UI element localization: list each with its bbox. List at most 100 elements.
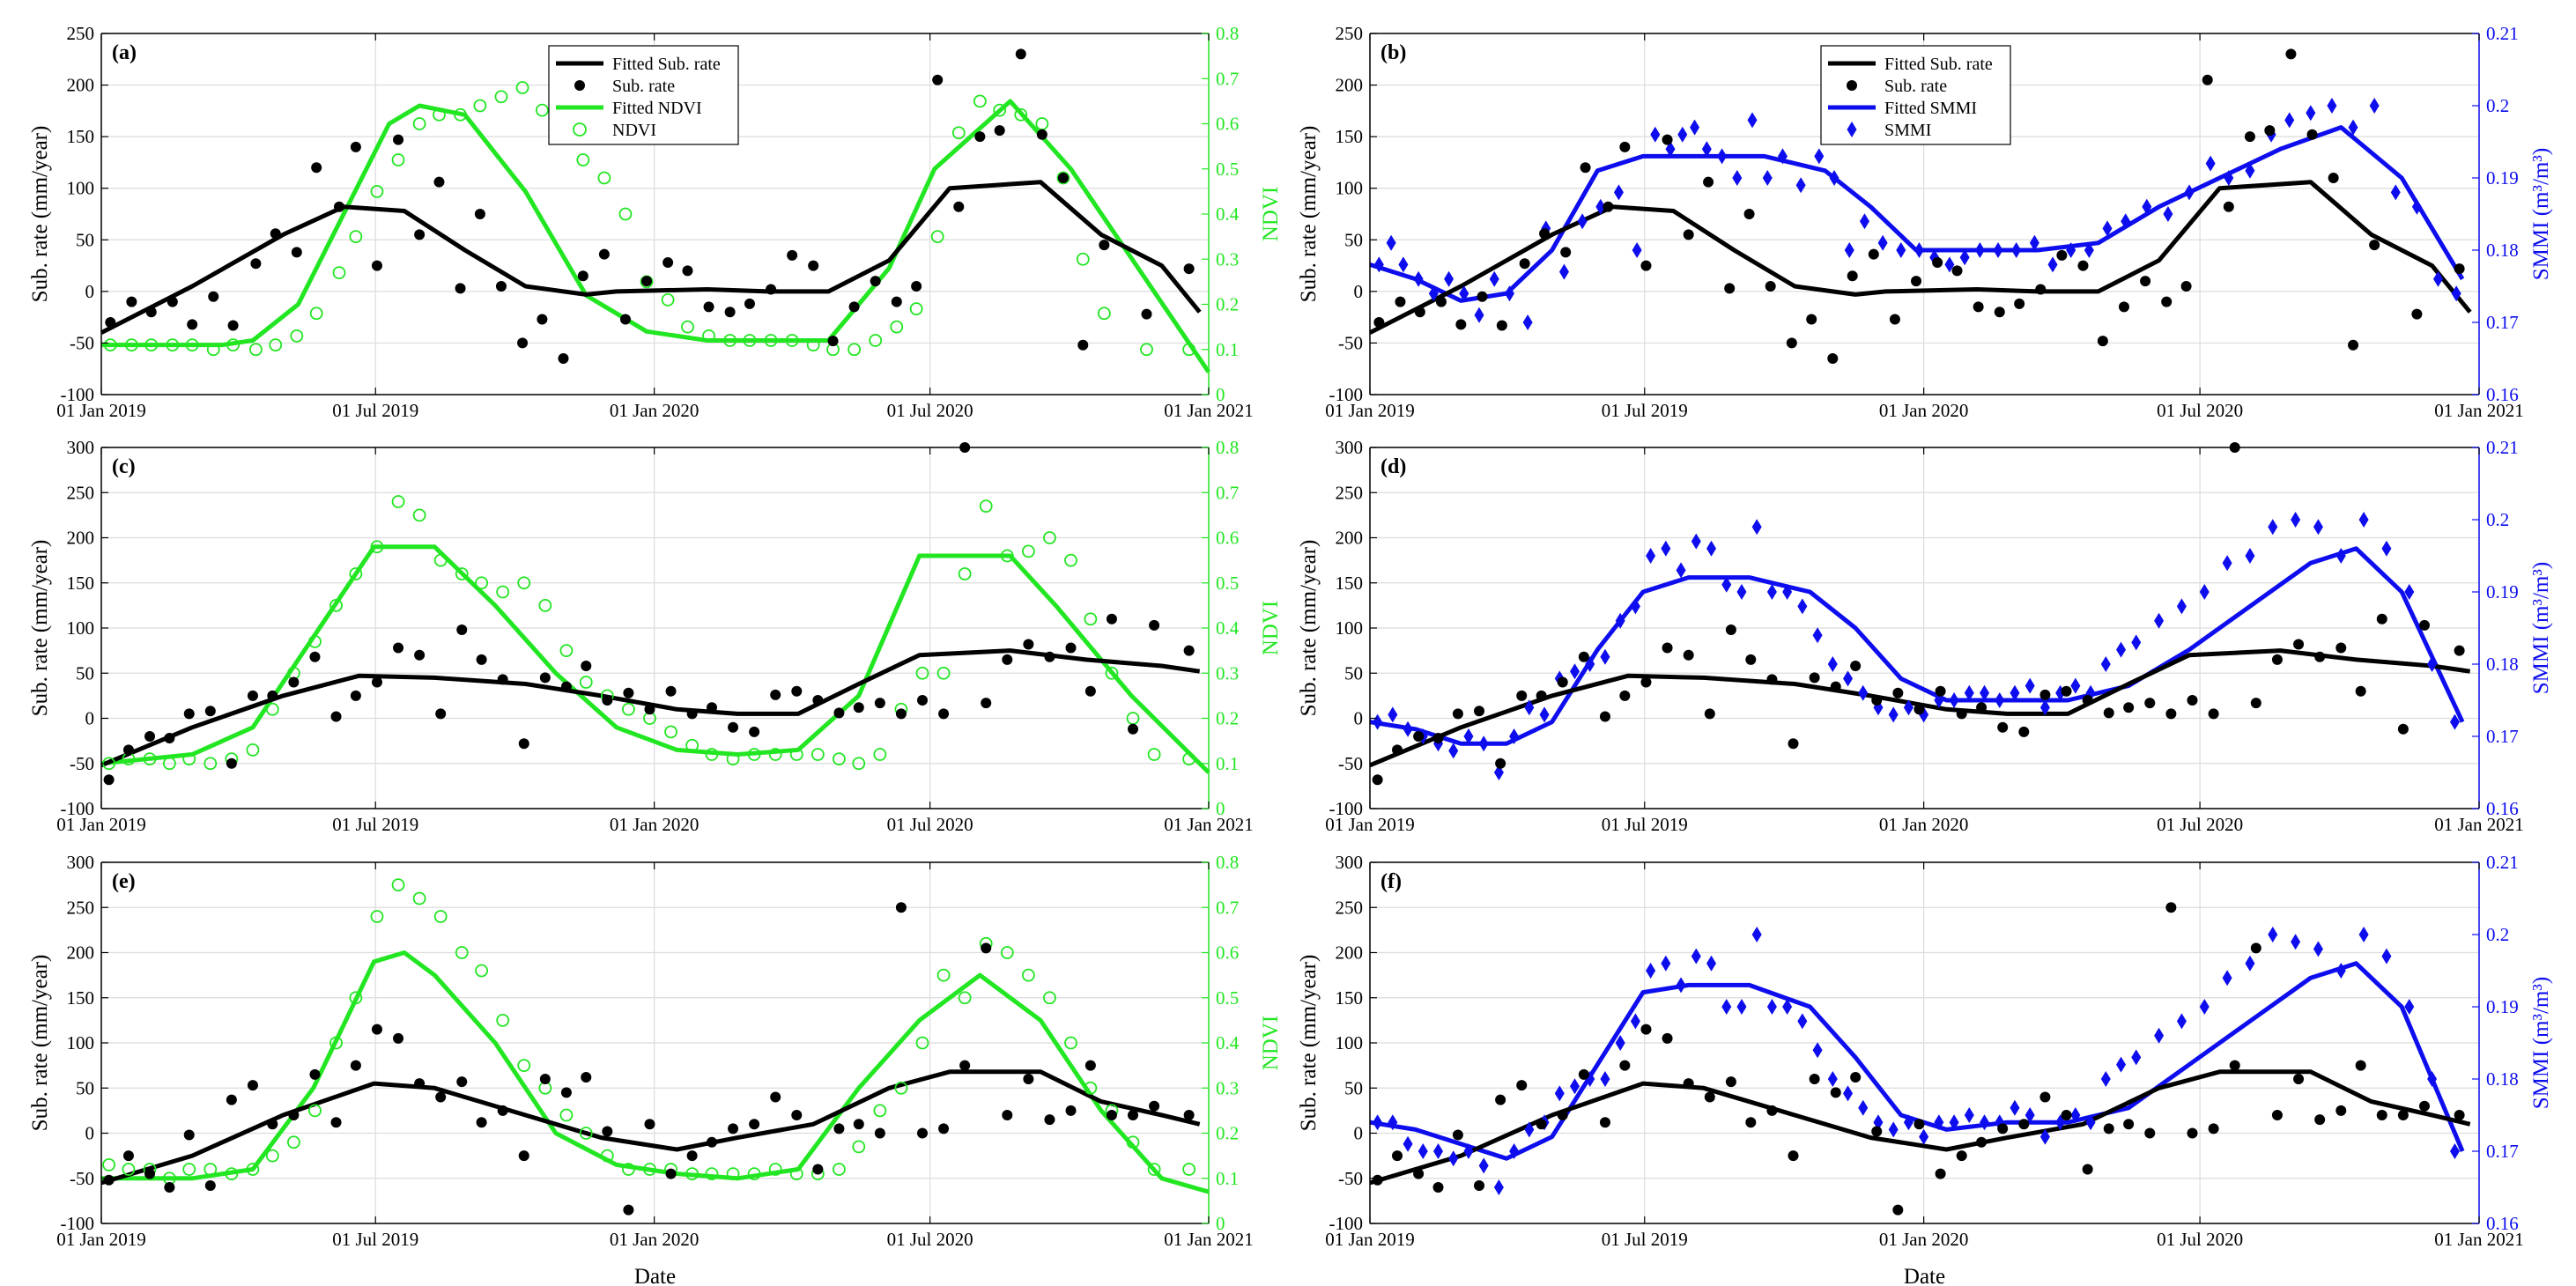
sub-rate-point bbox=[2144, 698, 2156, 709]
ndvi-point bbox=[726, 1167, 740, 1181]
y-tick-label-right: 0.3 bbox=[1216, 248, 1239, 270]
ndvi-point bbox=[1105, 666, 1119, 680]
ndvi-point bbox=[958, 991, 972, 1005]
y-tick-label-right: 0.3 bbox=[1216, 1077, 1239, 1098]
smmi-point bbox=[2245, 162, 2255, 179]
sub-rate-point bbox=[917, 695, 929, 706]
y-tick-label-left: 100 bbox=[67, 1032, 95, 1053]
smmi-point bbox=[1903, 699, 1913, 716]
y-tick-label-left: 250 bbox=[67, 897, 95, 918]
smmi-point bbox=[1995, 692, 2005, 708]
y-tick-label-right: 0.17 bbox=[2486, 1141, 2519, 1162]
y-tick-label-right: 0.16 bbox=[2486, 798, 2519, 819]
smmi-point bbox=[2381, 948, 2392, 964]
sub-rate-point bbox=[1141, 308, 1152, 320]
sub-rate-point bbox=[974, 131, 986, 143]
smmi-point bbox=[2451, 285, 2461, 302]
smmi-point bbox=[1478, 1157, 1489, 1174]
ndvi-point bbox=[768, 1163, 782, 1176]
ndvi-point bbox=[973, 94, 987, 108]
smmi-point bbox=[1766, 999, 1777, 1015]
sub-rate-point bbox=[2161, 296, 2173, 307]
smmi-point bbox=[1980, 684, 1990, 701]
smmi-point bbox=[1827, 656, 1838, 672]
sub-rate-point bbox=[1766, 674, 1778, 685]
smmi-point bbox=[1888, 1121, 1899, 1138]
ndvi-point bbox=[1147, 748, 1161, 761]
smmi-point bbox=[2411, 198, 2422, 215]
sub-rate-point bbox=[1683, 229, 1694, 240]
ndvi-point bbox=[705, 748, 719, 761]
sub-rate-point bbox=[917, 1127, 929, 1139]
sub-rate-point bbox=[2208, 1123, 2219, 1134]
sub-rate-point bbox=[103, 774, 115, 786]
ndvi-point bbox=[951, 126, 966, 140]
sub-rate-point bbox=[1603, 201, 1614, 212]
sub-rate-point bbox=[309, 651, 321, 662]
y-tick-label-left: -100 bbox=[61, 384, 95, 405]
smmi-point bbox=[2116, 641, 2127, 658]
y-tick-label-left: 150 bbox=[1336, 987, 1364, 1009]
sub-rate-point bbox=[938, 708, 950, 720]
sub-rate-point bbox=[981, 942, 992, 954]
smmi-point bbox=[2011, 242, 2022, 258]
sub-rate-point bbox=[1935, 685, 1946, 697]
ndvi-point bbox=[391, 153, 405, 166]
ndvi-point bbox=[246, 743, 260, 757]
x-tick-label: 01 Jan 2019 bbox=[56, 400, 146, 421]
ndvi-point bbox=[265, 1149, 279, 1163]
y-tick-label-left: 100 bbox=[1336, 617, 1364, 639]
sub-rate-point bbox=[1372, 774, 1383, 786]
y-axis-label-left: Sub. rate (mm/year) bbox=[28, 955, 52, 1132]
y-tick-label-left: -50 bbox=[70, 753, 94, 774]
smmi-point bbox=[2100, 1071, 2111, 1087]
smmi-point bbox=[2291, 934, 2301, 950]
y-tick-label-right: 0.2 bbox=[2486, 924, 2509, 945]
ndvi-point bbox=[848, 343, 862, 357]
sub-rate-point bbox=[2285, 48, 2297, 60]
ndvi-point bbox=[535, 103, 549, 117]
sub-rate-point bbox=[870, 276, 881, 287]
sub-rate-point bbox=[2293, 1074, 2305, 1084]
smmi-point bbox=[2222, 555, 2232, 572]
panel-label: (f) bbox=[1381, 870, 1402, 893]
sub-rate-point bbox=[1830, 681, 1841, 692]
sub-rate-point bbox=[1580, 162, 1591, 174]
x-tick-label: 01 Jan 2020 bbox=[610, 814, 700, 835]
y-tick-label-right: 0.16 bbox=[2486, 384, 2519, 405]
sub-rate-point bbox=[208, 291, 219, 302]
y-tick-label-right: 0.2 bbox=[2486, 509, 2509, 530]
smmi-point bbox=[1676, 562, 1686, 579]
sub-rate-point bbox=[2418, 619, 2430, 631]
sub-rate-point bbox=[2376, 1110, 2387, 1120]
sub-rate-point bbox=[2355, 685, 2366, 697]
ndvi-point bbox=[1064, 553, 1077, 567]
ndvi-point bbox=[182, 1163, 196, 1176]
sub-rate-point bbox=[1765, 281, 1776, 292]
smmi-point bbox=[2176, 1013, 2187, 1030]
sub-rate-point bbox=[393, 134, 404, 145]
sub-rate-point bbox=[641, 276, 653, 287]
panel-label: (b) bbox=[1381, 41, 1406, 64]
ndvi-point bbox=[166, 338, 180, 352]
y-axis-label-left: Sub. rate (mm/year) bbox=[28, 540, 52, 717]
ndvi-point bbox=[494, 90, 508, 104]
y-tick-label-right: 0.17 bbox=[2486, 312, 2519, 333]
sub-rate-point bbox=[330, 1117, 342, 1128]
sub-rate-point bbox=[1474, 706, 1485, 717]
sub-rate-point bbox=[895, 708, 907, 720]
smmi-point bbox=[1691, 948, 1701, 964]
sub-rate-point bbox=[1871, 695, 1883, 706]
smmi-point bbox=[1539, 706, 1550, 723]
ndvi-point bbox=[349, 991, 363, 1005]
smmi-point bbox=[2039, 699, 2050, 716]
sub-rate-point bbox=[1183, 263, 1195, 275]
sub-rate-point bbox=[122, 744, 134, 756]
y-tick-label-right: 0.21 bbox=[2486, 23, 2519, 44]
smmi-point bbox=[1736, 999, 1747, 1015]
smmi-point bbox=[2404, 999, 2415, 1015]
sub-rate-point bbox=[1084, 1060, 1096, 1071]
legend-label: Fitted Sub. rate bbox=[1884, 55, 1993, 74]
y-tick-label-right: 0 bbox=[1216, 1213, 1225, 1234]
smmi-point bbox=[2268, 927, 2278, 942]
